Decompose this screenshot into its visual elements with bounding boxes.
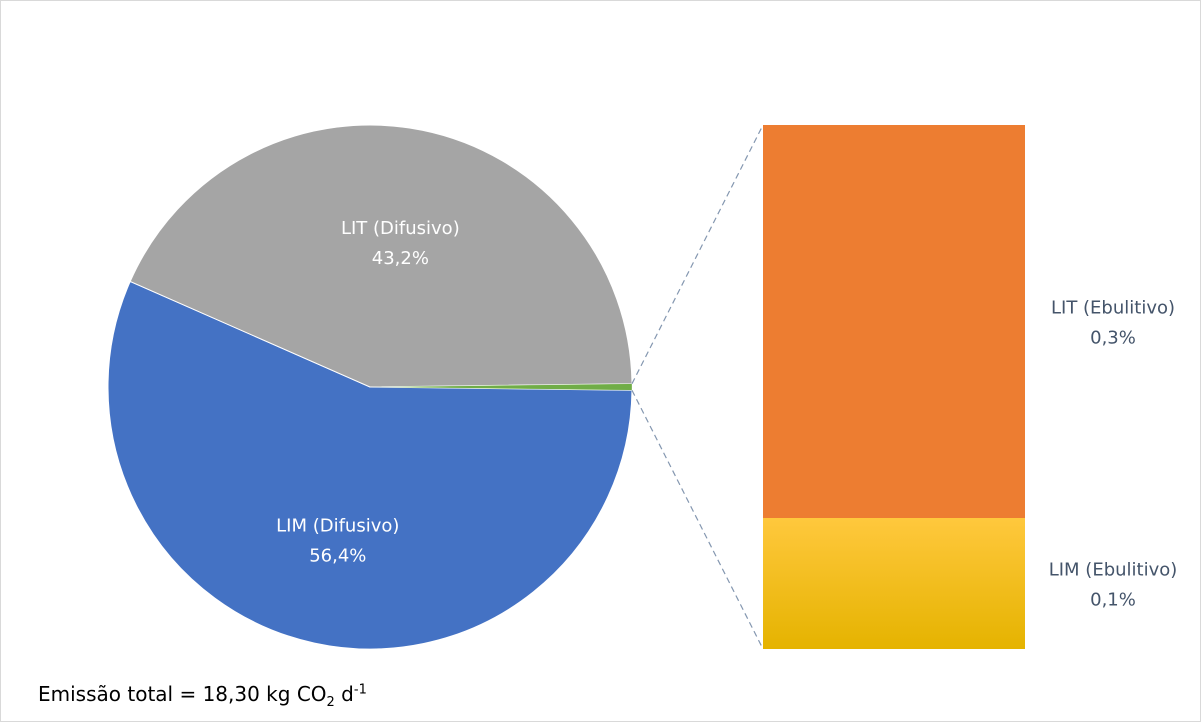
total-emission-subscript: 2	[326, 695, 335, 710]
pie-slice-ebulitivo-group	[369, 383, 633, 391]
bar-label-lit-ebulitivo: LIT (Ebulitivo) 0,3%	[1051, 298, 1175, 349]
total-emission-unit: d	[334, 682, 354, 706]
pie-label-lim-difusivo: LIM (Difusivo) 56,4%	[276, 516, 399, 567]
pie-slice-lim-difusivo	[107, 280, 633, 650]
total-emission-note: Emissão total = 18,30 kg CO2 d-1	[38, 682, 367, 710]
pie-slice-lit-difusivo	[129, 124, 633, 388]
total-emission-superscript: -1	[353, 682, 367, 698]
connector-line-bottom	[631, 390, 764, 650]
bar-segment-lit-ebulitivo	[763, 125, 1025, 518]
total-emission-prefix: Emissão total = 18,30 kg CO	[38, 682, 327, 706]
pie-label-lit-difusivo: LIT (Difusivo) 43,2%	[341, 218, 460, 269]
bar-segment-lim-ebulitivo	[763, 518, 1025, 649]
bar-label-lim-ebulitivo: LIM (Ebulitivo) 0,1%	[1049, 560, 1178, 611]
connector-line-top	[631, 124, 764, 384]
